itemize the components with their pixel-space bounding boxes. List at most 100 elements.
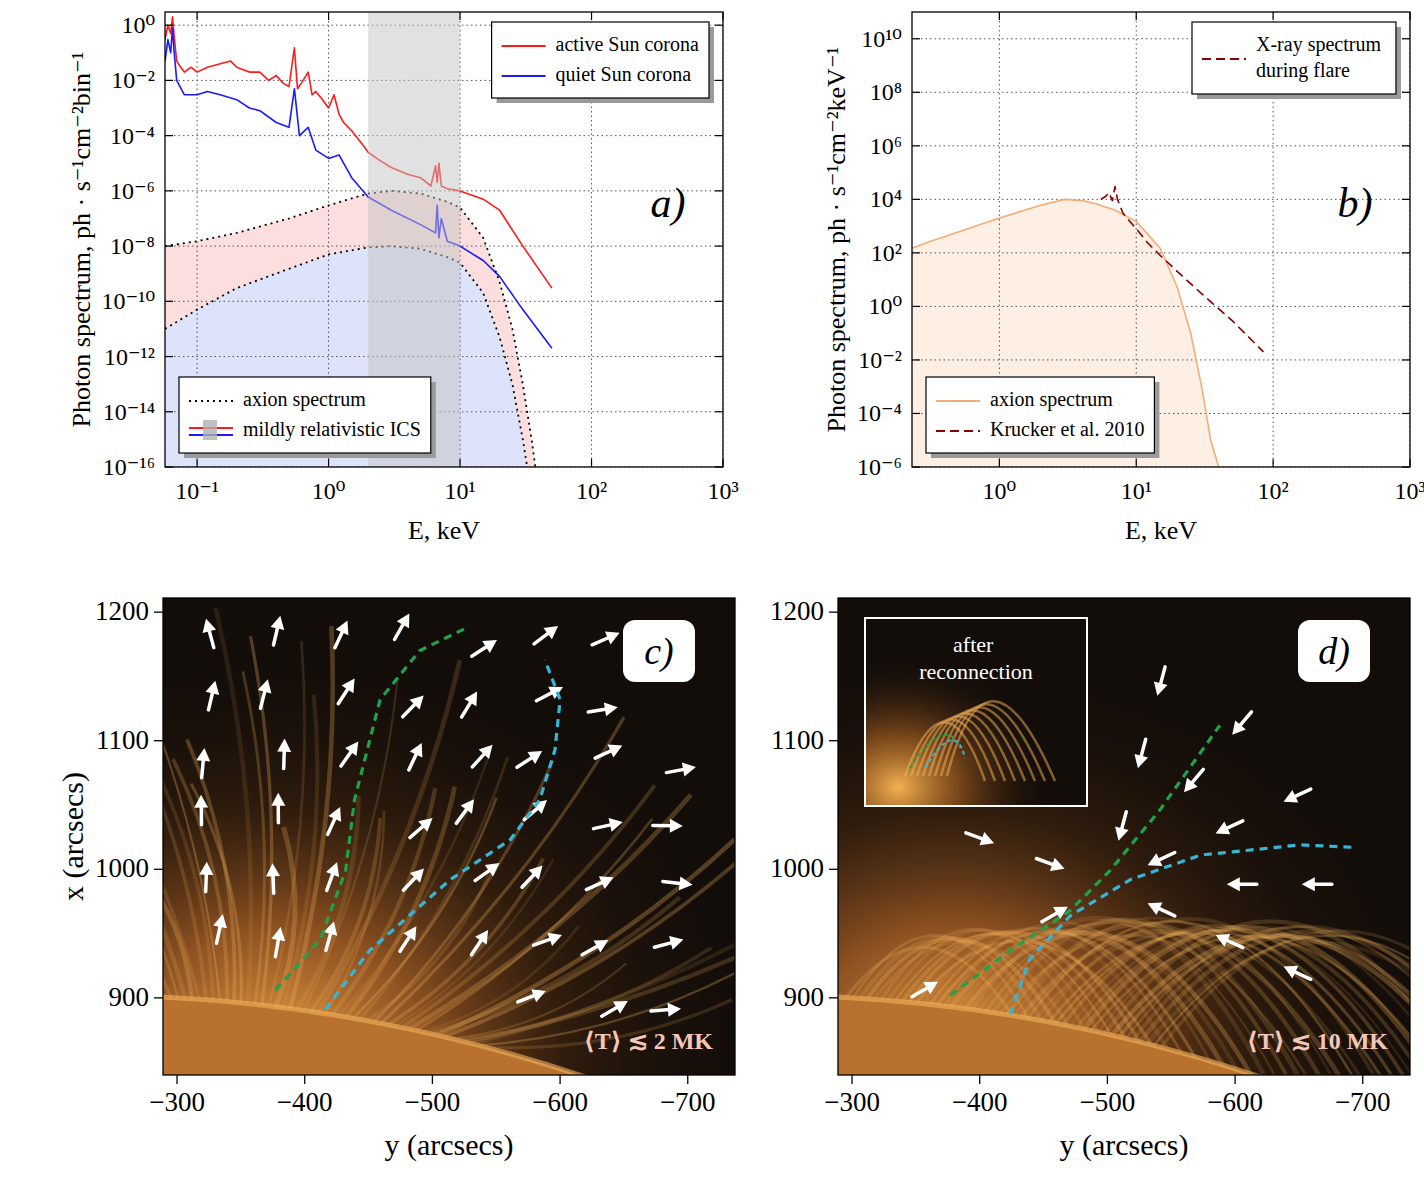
x-tick — [559, 1075, 560, 1084]
arrow-head — [1154, 682, 1168, 696]
arrow-head — [668, 1003, 682, 1017]
velocity-arrows — [194, 613, 696, 1016]
x-tick-label: 10² — [1258, 478, 1289, 504]
x-tick — [1136, 459, 1137, 467]
grid-line — [912, 199, 1410, 200]
spectrum-line — [165, 246, 539, 467]
y-tick-label: 10⁴ — [870, 186, 902, 212]
panel: 10⁰10¹10²10³10⁻⁶10⁻⁴10⁻²10⁰10²10⁴10⁶10⁸1… — [822, 12, 1424, 545]
arrow-head — [410, 869, 424, 883]
arrow-head — [547, 933, 562, 946]
y-tick — [1402, 252, 1410, 253]
arrow-head — [1050, 858, 1065, 871]
x-axis-title: y (arcsecs) — [1059, 1128, 1188, 1162]
x-tick — [432, 1075, 433, 1084]
x-tick — [176, 1075, 177, 1084]
x-axis-title: y (arcsecs) — [384, 1128, 513, 1162]
x-tick — [1409, 459, 1410, 467]
legend-label: Krucker et al. 2010 — [990, 418, 1144, 440]
arrow-head — [206, 681, 220, 695]
arrow-head — [410, 743, 423, 758]
series-lines — [912, 187, 1264, 467]
x-tick — [1362, 1075, 1363, 1084]
arrow-head — [1232, 720, 1246, 734]
y-tick-label: 10⁻⁶ — [857, 454, 902, 480]
y-tick-label: 1100 — [771, 725, 824, 755]
coronal-streak — [191, 784, 241, 1003]
coronal-streak — [346, 787, 455, 1017]
grid-line — [912, 306, 1410, 307]
grid — [165, 12, 723, 467]
y-tick-label: 10⁻² — [858, 347, 902, 373]
y-tick — [165, 25, 173, 26]
y-tick — [829, 869, 838, 870]
arrow-head — [403, 926, 416, 941]
y-tick — [165, 190, 173, 191]
arrow-head — [418, 818, 432, 832]
legend-swatch — [502, 45, 546, 47]
y-tick-label: 10⁶ — [870, 133, 902, 159]
arrow-head — [669, 936, 683, 950]
arrow-head — [1115, 826, 1129, 840]
y-axis-title: Photon spectrum, ph · s⁻¹cm⁻²keV⁻¹ — [822, 47, 851, 433]
legend-label-line: axion spectrum — [990, 388, 1113, 411]
y-tick-label: 10⁻⁸ — [110, 233, 155, 259]
y-tick — [1402, 38, 1410, 39]
legend-swatch — [203, 420, 217, 440]
y-tick-label: 10¹⁰ — [861, 26, 902, 52]
y-tick — [715, 135, 723, 136]
x-tick — [1136, 12, 1137, 20]
y-tick-label: 10⁻¹⁶ — [103, 454, 155, 480]
inset-loop — [947, 701, 1055, 781]
arrow-head — [271, 927, 285, 941]
x-tick — [1273, 459, 1274, 467]
y-tick — [1402, 359, 1410, 360]
y-tick-label: 10⁻¹² — [104, 344, 155, 370]
y-tick — [715, 245, 723, 246]
arrow-head — [528, 751, 543, 764]
inset — [865, 618, 1087, 806]
coronal-streak — [251, 636, 272, 1005]
arrow-head — [203, 619, 217, 633]
panel: after reconnection−300−400−500−600−70090… — [0, 596, 1424, 1184]
plot-frame — [912, 12, 1410, 467]
plot-frame — [165, 12, 723, 467]
y-tick — [154, 611, 163, 612]
y-tick-label: 1200 — [770, 596, 824, 626]
y-tick-label: 10⁸ — [870, 79, 902, 105]
arrow-head — [1227, 877, 1240, 891]
plot-frame — [163, 598, 735, 1075]
x-tick-label: 10¹ — [1121, 478, 1152, 504]
grid-line — [912, 145, 1410, 146]
x-tick — [999, 12, 1000, 20]
field-line — [1010, 845, 1355, 1015]
spectrum-line — [1101, 187, 1264, 352]
y-tick — [165, 411, 173, 412]
arrow-head — [410, 695, 424, 709]
panel-label: c) — [644, 630, 674, 673]
coronal-streak — [1161, 931, 1410, 1075]
arrow-head — [479, 745, 493, 759]
temperature-label: ⟨T⟩ ≲ 10 MK — [1247, 1028, 1389, 1054]
y-tick — [165, 245, 173, 246]
legend-swatch — [936, 400, 980, 402]
x-tick-label: −500 — [1080, 1087, 1136, 1117]
coronal-streak — [367, 869, 491, 1021]
arrow-head — [605, 632, 620, 645]
y-tick — [912, 38, 920, 39]
legend-label: quiet Sun corona — [556, 63, 692, 86]
arrow-head — [271, 793, 285, 806]
x-tick — [196, 459, 197, 467]
arrow-head — [1302, 877, 1315, 891]
y-tick — [1402, 413, 1410, 414]
y-tick — [829, 611, 838, 612]
x-tick-label: −700 — [1335, 1087, 1391, 1117]
x-tick — [687, 1075, 688, 1084]
legend-label-line: X-ray spectrum — [1256, 33, 1386, 56]
legend-box — [1192, 22, 1396, 94]
x-tick-label: −400 — [277, 1087, 333, 1117]
x-tick — [591, 459, 592, 467]
coronal-streak — [173, 759, 227, 1002]
plot-area — [165, 12, 723, 467]
arrow-head — [258, 679, 272, 693]
